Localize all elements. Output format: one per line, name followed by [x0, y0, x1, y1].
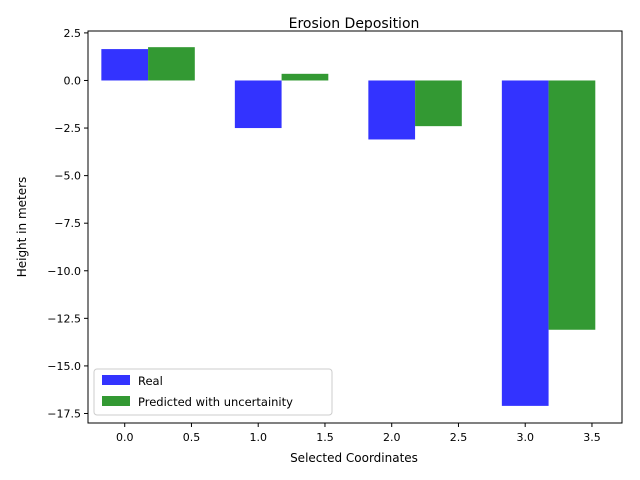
y-tick-label: −12.5 [47, 312, 81, 325]
bar-real-2 [368, 80, 416, 140]
y-tick-label: −17.5 [47, 407, 81, 420]
x-tick-label: 3.0 [516, 431, 534, 444]
legend-swatch-predicted [102, 396, 130, 406]
x-tick-label: 2.5 [450, 431, 468, 444]
chart-title: Erosion Deposition [289, 16, 420, 32]
bar-predicted-1 [281, 73, 329, 81]
bar-predicted-2 [415, 80, 462, 127]
x-tick-label: 1.5 [316, 431, 334, 444]
plot-frame [87, 30, 623, 424]
y-tick-label: 0.0 [64, 74, 82, 87]
x-tick-label: 0.0 [116, 431, 134, 444]
bar-predicted-3 [548, 80, 596, 330]
legend-label-real: Real [138, 374, 163, 388]
x-axis-ticks: 0.0 0.5 1.0 1.5 2.0 2.5 3.0 3.5 [116, 423, 601, 444]
y-tick-label: −10.0 [47, 265, 81, 278]
legend-swatch-real [102, 375, 130, 385]
bars-group [101, 47, 596, 406]
y-tick-label: −15.0 [47, 360, 81, 373]
x-tick-label: 1.0 [249, 431, 267, 444]
y-tick-label: 2.5 [64, 27, 82, 40]
y-axis-ticks: 2.5 0.0 −2.5 −5.0 −7.5 −10.0 −12.5 −15.0 −17.5 [47, 27, 88, 420]
legend-box [93, 368, 333, 416]
y-tick-label: −5.0 [54, 170, 81, 183]
y-tick-label: −7.5 [54, 217, 81, 230]
y-axis-label: Height in meters [15, 177, 29, 278]
x-tick-label: 0.5 [183, 431, 201, 444]
y-tick-label: −2.5 [54, 122, 81, 135]
legend-label-predicted: Predicted with uncertainity [138, 395, 293, 409]
bar-real-3 [501, 80, 549, 406]
bar-real-1 [234, 80, 282, 129]
x-axis-label: Selected Coordinates [290, 451, 418, 465]
x-tick-label: 3.5 [583, 431, 601, 444]
bar-real-0 [101, 49, 149, 81]
x-tick-label: 2.0 [383, 431, 401, 444]
bar-predicted-0 [148, 47, 195, 81]
legend: Real Predicted with uncertainity [93, 368, 333, 416]
